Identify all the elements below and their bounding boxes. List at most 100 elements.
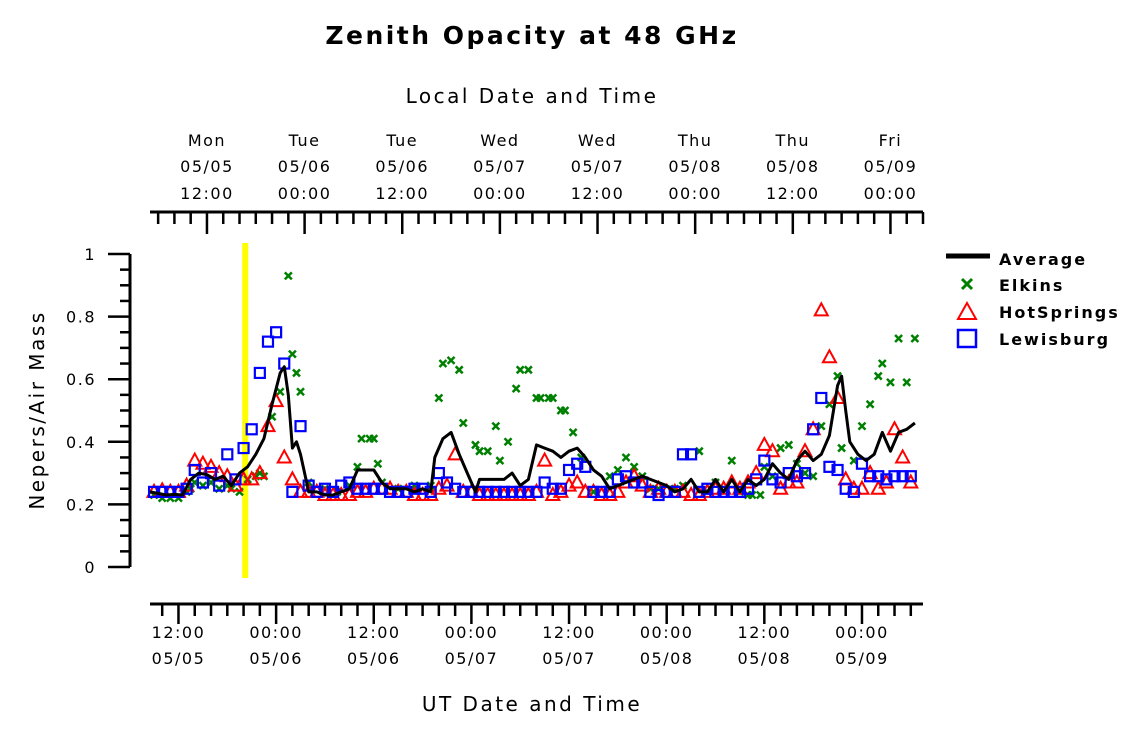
legend-elkins-marker: [960, 277, 974, 291]
elkins-point: [621, 453, 631, 462]
lewisburg-point: [831, 463, 844, 477]
lewisburg-point: [383, 485, 397, 498]
hotsprings-point: [796, 442, 814, 458]
lewisburg-point: [554, 482, 568, 495]
top-tick-time: 00:00: [668, 184, 722, 203]
top-tick-time: 12:00: [571, 184, 625, 203]
top-tick-time: 12:00: [375, 184, 429, 203]
average-line: [149, 365, 916, 497]
elkins-point: [560, 406, 570, 415]
lewisburg-point: [798, 467, 812, 480]
x-axis-title: UT Date and Time: [422, 692, 642, 716]
lewisburg-point: [546, 482, 559, 495]
elkins-point: [515, 365, 525, 375]
bottom-tick-date: 05/08: [738, 649, 792, 668]
legend-hotsprings-marker: [956, 300, 978, 320]
elkins-point: [523, 365, 533, 375]
lewisburg-point: [294, 420, 307, 433]
lewisburg-point: [449, 482, 462, 495]
lewisburg-point: [709, 485, 722, 498]
hotsprings-point: [259, 417, 277, 433]
lewisburg-point: [505, 485, 519, 498]
top-tick-day: Mon: [188, 131, 226, 150]
lewisburg-point: [359, 482, 372, 495]
highlight-band: [242, 243, 249, 578]
elkins-point: [503, 437, 513, 447]
lewisburg-point: [522, 485, 535, 498]
hotsprings-point: [202, 457, 220, 473]
elkins-point: [536, 393, 545, 403]
top-tick-date: 05/06: [278, 157, 332, 176]
bottom-tick-date: 05/06: [249, 649, 303, 668]
elkins-point: [568, 428, 578, 437]
legend-hotsprings-label: HotSprings: [999, 303, 1120, 322]
bottom-tick-date: 05/07: [445, 649, 499, 668]
lewisburg-point: [823, 460, 836, 473]
top-tick-time: 12:00: [180, 184, 234, 203]
lewisburg-point: [880, 473, 893, 486]
top-tick-date: 05/07: [473, 157, 527, 176]
elkins-point: [759, 462, 769, 472]
hotsprings-point: [813, 301, 830, 317]
lewisburg-point: [733, 485, 747, 498]
elkins-point: [495, 456, 505, 465]
hotsprings-point: [886, 420, 903, 436]
lewisburg-point: [725, 485, 738, 498]
axes-layer: 0 0.2 0.4 0.6 0.8 1 12:00 05/05 00:00 05/06 12:00 0…: [66, 131, 925, 668]
lewisburg-point: [221, 448, 234, 461]
lewisburg-point: [684, 448, 698, 461]
lewisburg-point: [864, 470, 877, 483]
elkins-point: [288, 349, 297, 359]
legend: Average Elkins HotSprings Lewisburg: [946, 250, 1120, 349]
lewisburg-point: [286, 485, 299, 498]
elkins-point: [373, 459, 383, 469]
elkins-point: [475, 446, 484, 456]
lewisburg-point: [270, 326, 283, 339]
bottom-tick-date: 05/09: [835, 649, 889, 668]
legend-lewisburg-marker: [956, 328, 978, 349]
top-tick-time: 00:00: [864, 184, 918, 203]
elkins-point: [458, 418, 468, 428]
top-tick-time: 00:00: [473, 184, 527, 203]
lewisburg-point: [668, 485, 681, 498]
lewisburg-point: [652, 488, 665, 502]
top-tick-date: 05/06: [375, 157, 429, 176]
hotsprings-point: [276, 448, 293, 464]
elkins-point: [471, 440, 480, 450]
elkins-point: [910, 334, 920, 343]
lewisburg-point: [196, 476, 209, 489]
lewisburg-point: [253, 366, 266, 380]
elkins-point: [629, 462, 639, 472]
chart-title: Zenith Opacity at 48 GHz: [325, 21, 738, 50]
lewisburg-point: [676, 448, 690, 461]
y-tick-label: 0.8: [66, 308, 96, 327]
legend-elkins-label: Elkins: [999, 276, 1064, 295]
series-layer: [145, 271, 920, 503]
elkins-point: [357, 434, 366, 444]
bottom-tick-time: 12:00: [152, 623, 206, 642]
top-axis-title: Local Date and Time: [406, 84, 659, 108]
lewisburg-point: [847, 485, 860, 498]
bottom-tick-date: 05/06: [347, 649, 401, 668]
lewisburg-point: [562, 463, 576, 477]
top-tick-day: Tue: [288, 131, 321, 150]
elkins-point: [784, 440, 794, 450]
bottom-tick-date: 05/08: [640, 649, 694, 668]
elkins-point: [548, 393, 558, 403]
elkins-point: [434, 393, 444, 403]
elkins-point: [283, 271, 293, 281]
lewisburg-point: [587, 485, 600, 498]
hotsprings-point: [284, 470, 301, 486]
elkins-point: [894, 334, 903, 343]
elkins-point: [857, 421, 867, 431]
lewisburg-point: [904, 470, 917, 483]
highlight-band-layer: [242, 243, 249, 578]
lewisburg-point: [416, 482, 429, 495]
hotsprings-point: [536, 451, 553, 467]
lewisburg-point: [261, 335, 275, 348]
elkins-point: [369, 434, 379, 444]
elkins-point: [438, 359, 448, 368]
lewisburg-point: [571, 457, 584, 470]
top-tick-date: 05/05: [180, 157, 234, 176]
lewisburg-point: [457, 485, 470, 498]
